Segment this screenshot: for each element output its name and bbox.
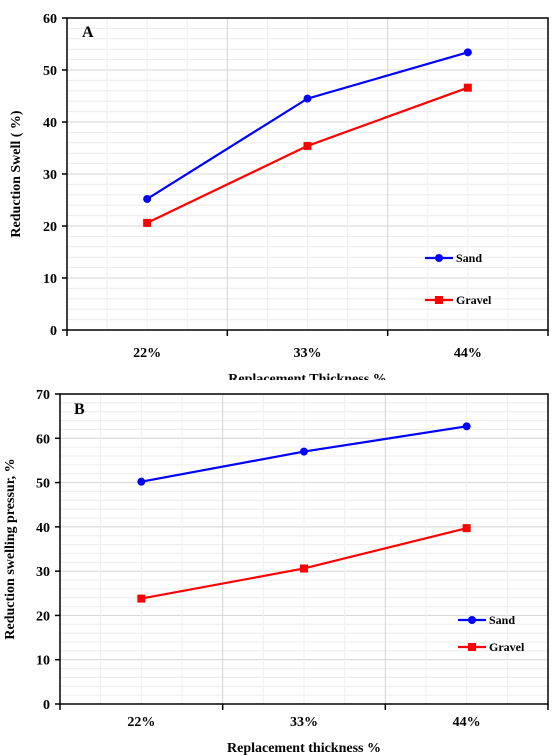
sand-point — [300, 447, 308, 456]
chart-b: 0 10 20 30 40 50 60 70 22% 33% 44% Replacement thic… — [3, 388, 549, 755]
y-tick-label: 10 — [36, 654, 50, 669]
gravel-point — [463, 83, 472, 92]
y-tick-label: 40 — [36, 521, 50, 536]
legend-marker-sand — [468, 616, 476, 624]
legend-label-sand: Sand — [456, 251, 482, 265]
x-tick-label: 33% — [290, 715, 318, 730]
gravel-point — [300, 564, 308, 573]
gravel-point — [143, 218, 152, 227]
chart-a-grid — [67, 17, 548, 331]
y-tick-label: 50 — [36, 477, 50, 492]
sand-point — [303, 94, 312, 103]
x-tick-label: 22% — [133, 346, 161, 361]
legend-marker-gravel — [435, 296, 443, 304]
y-tick-label: 0 — [50, 324, 57, 339]
gravel-point — [303, 141, 312, 150]
x-tick-label: 44% — [453, 715, 481, 730]
x-axis-title: Replacement Thickness % — [228, 372, 386, 380]
legend-label-gravel: Gravel — [456, 293, 492, 307]
y-tick-label: 30 — [43, 168, 57, 183]
legend-marker-sand — [435, 254, 443, 262]
chart-b-grid — [60, 393, 548, 705]
y-tick-label: 40 — [43, 116, 57, 131]
gravel-point — [462, 524, 471, 533]
y-tick-label: 0 — [43, 698, 50, 713]
chart-b-plot-frame — [59, 393, 549, 705]
y-tick-label: 70 — [36, 388, 50, 403]
sand-point — [143, 194, 152, 203]
x-tick-label: 44% — [454, 346, 482, 361]
y-tick-label: 60 — [43, 12, 57, 27]
y-tick-label: 50 — [43, 64, 57, 79]
y-tick-label: 10 — [43, 272, 57, 287]
y-tick-label: 20 — [43, 220, 57, 235]
y-axis-title: Reduction Swell ( %) — [9, 110, 24, 238]
chart-a: 0 10 20 30 40 50 60 22% 33% 44% Replacement Thickn… — [9, 12, 549, 380]
y-tick-label: 60 — [36, 432, 50, 447]
legend-label-sand: Sand — [489, 613, 515, 627]
x-tick-label: 22% — [127, 715, 155, 730]
gravel-point — [137, 594, 146, 603]
legend-marker-gravel — [468, 643, 476, 651]
x-tick-label: 33% — [294, 346, 322, 361]
sand-point — [463, 48, 472, 57]
y-tick-label: 20 — [36, 609, 50, 624]
x-axis-title: Replacement thickness % — [227, 741, 381, 755]
chart-a-panel-label: A — [82, 24, 94, 41]
sand-point — [137, 477, 146, 486]
y-tick-label: 30 — [36, 565, 50, 580]
y-axis-title: Reduction swelling pressur, % — [3, 458, 18, 639]
legend-label-gravel: Gravel — [489, 640, 525, 654]
sand-point — [462, 422, 471, 431]
chart-b-panel-label: B — [74, 401, 85, 418]
